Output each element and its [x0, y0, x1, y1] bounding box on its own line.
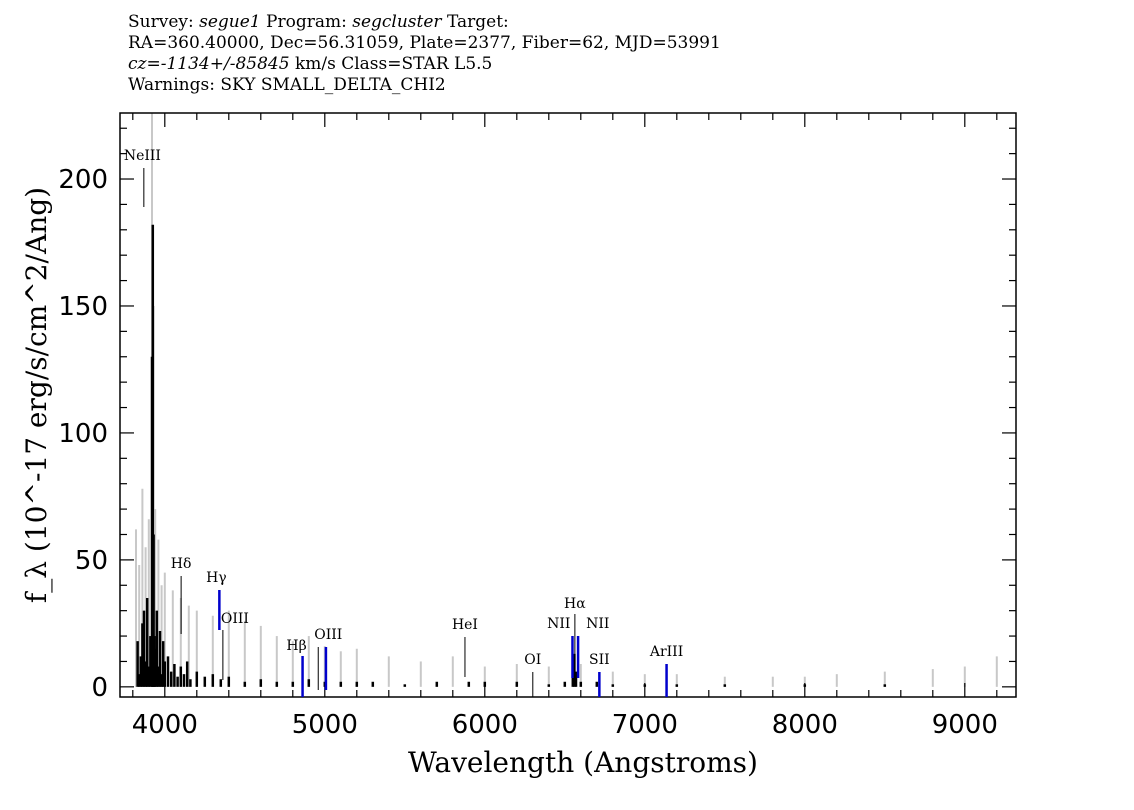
x-tick-label: 9000 [932, 710, 998, 740]
line-label-hγ: Hγ [206, 570, 227, 586]
plot-frame [119, 112, 1017, 698]
program-label: Program: [266, 12, 347, 32]
x-tick-label: 8000 [772, 710, 838, 740]
line-label-hδ: Hδ [171, 556, 192, 572]
line-label-ariii: ArIII [649, 644, 683, 660]
line-label-oiii: OIII [221, 611, 249, 627]
header-line-3: cz=-1134+/-85845 km/s Class=STAR L5.5 [128, 54, 721, 75]
line-label-oiii: OIII [314, 627, 342, 643]
line-label-hβ: Hβ [286, 638, 306, 654]
line-label-hα: Hα [564, 596, 586, 612]
survey-label: Survey: [128, 12, 194, 32]
y-tick-label: 150 [58, 292, 108, 322]
series-flux [136, 224, 887, 687]
y-axis-title: f_λ (10^-17 erg/s/cm^2/Ang) [20, 187, 53, 603]
line-label-hei: HeI [452, 617, 478, 633]
line-label-neiii: NeIII [124, 148, 161, 164]
spectrum-header: Survey: segue1 Program: segcluster Targe… [128, 12, 721, 96]
x-axis-title: Wavelength (Angstroms) [408, 746, 758, 779]
y-tick-label: 200 [58, 165, 108, 195]
line-label-oi: OI [524, 652, 541, 668]
line-label-sii: SII [589, 652, 610, 668]
cz-label: cz= [128, 54, 161, 74]
cz-class: km/s Class=STAR L5.5 [289, 54, 493, 74]
target-label: Target: [446, 12, 509, 32]
header-line-4: Warnings: SKY SMALL_DELTA_CHI2 [128, 75, 446, 95]
line-label-nii: NII [547, 616, 570, 632]
line-label-nii: NII [586, 616, 609, 632]
program-value: segcluster [352, 12, 442, 32]
x-tick-label: 7000 [612, 710, 678, 740]
header-line-1: Survey: segue1 Program: segcluster Targe… [128, 12, 721, 33]
y-tick-label: 100 [58, 419, 108, 449]
x-tick-label: 6000 [452, 710, 518, 740]
x-tick-label: 4000 [132, 710, 198, 740]
header-line-2: RA=360.40000, Dec=56.31059, Plate=2377, … [128, 33, 721, 53]
y-tick-label: 50 [75, 546, 108, 576]
y-tick-label: 0 [91, 673, 108, 703]
x-tick-label: 5000 [292, 710, 358, 740]
cz-value: -1134+/-85845 [160, 54, 290, 74]
survey-value: segue1 [199, 12, 261, 32]
